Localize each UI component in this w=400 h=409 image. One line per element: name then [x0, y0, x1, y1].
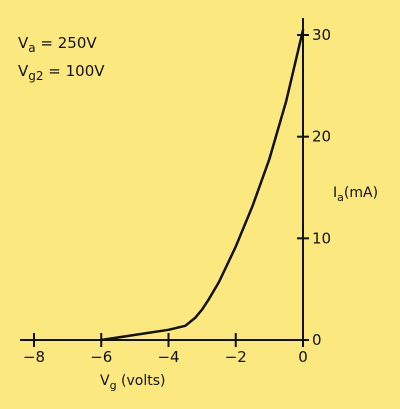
y-tick-label: 0	[312, 331, 322, 349]
annotation-anode-voltage: Va = 250V	[18, 34, 97, 55]
series-line	[100, 28, 305, 342]
y-ticks: 0 10 20 30	[297, 26, 331, 349]
annotation-screen-voltage: Vg2 = 100V	[18, 62, 105, 83]
y-tick-label: 30	[312, 26, 331, 44]
y-tick-label: 10	[312, 229, 331, 247]
x-tick-label: 0	[298, 348, 308, 366]
x-tick-label: −2	[225, 348, 247, 366]
y-axis-label: Ia(mA)	[333, 185, 378, 204]
x-tick-label: −6	[90, 348, 112, 366]
x-tick-label: −8	[23, 348, 45, 366]
y-tick-label: 20	[312, 128, 331, 146]
x-tick-label: −4	[157, 348, 179, 366]
series	[100, 28, 305, 342]
x-axis-label: Vg (volts)	[100, 373, 165, 392]
axes	[20, 18, 304, 341]
x-ticks: −8 −6 −4 −2 0	[23, 333, 308, 366]
